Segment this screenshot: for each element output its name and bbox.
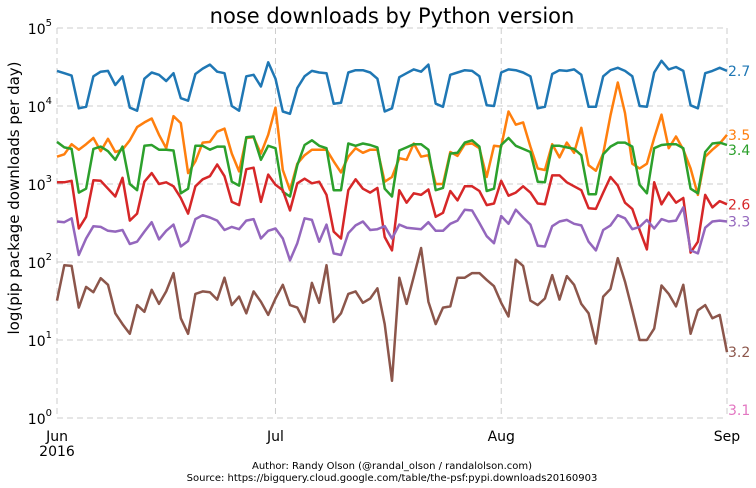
author-credit: Author: Randy Olson (@randal_olson / ran… [252, 461, 532, 472]
y-tick-label: 101 [28, 330, 52, 350]
y-tick-label: 104 [28, 96, 52, 116]
series-line-3-4 [56, 135, 728, 198]
y-tick-label: 103 [28, 174, 52, 194]
y-tick-label: 100 [28, 408, 52, 428]
x-tick-label: Aug [488, 429, 515, 445]
series-line-2-6 [57, 163, 728, 254]
chart-title: nose downloads by Python version [210, 4, 575, 28]
source-credit: Source: https://bigquery.cloud.google.co… [187, 473, 598, 484]
x-tick-label: Sep [714, 429, 741, 445]
series-line-3-2 [55, 246, 729, 383]
series-label-2-6: 2.6 [728, 197, 750, 213]
gridlines [56, 27, 728, 419]
series-label-3-5: 3.5 [728, 128, 750, 144]
series-labels: 2.7 3.53.4 2.63.3 3.2 3.1 [728, 64, 750, 419]
series-label-3-2: 3.2 [728, 345, 750, 361]
series-line-3-3 [56, 206, 728, 262]
x-tick-label: Jun [45, 429, 68, 445]
y-axis-label: log(pip package downloads per day) [5, 61, 23, 334]
y-tick-label: 102 [28, 252, 52, 272]
series-label-3-1: 3.1 [728, 403, 750, 419]
series-label-2-7: 2.7 [728, 64, 750, 80]
y-tick-labels: 100 101 102 103 104 105 [28, 18, 52, 428]
x-tick-sublabel: 2016 [39, 444, 75, 460]
y-tick-label: 105 [28, 18, 52, 38]
series-label-3-4: 3.4 [728, 143, 750, 159]
series-label-3-3: 3.3 [728, 214, 750, 230]
series-lines [55, 59, 729, 383]
series-line-3-5 [56, 81, 728, 197]
x-tick-label: Jul [266, 429, 284, 445]
series-line-2-7 [56, 59, 728, 116]
